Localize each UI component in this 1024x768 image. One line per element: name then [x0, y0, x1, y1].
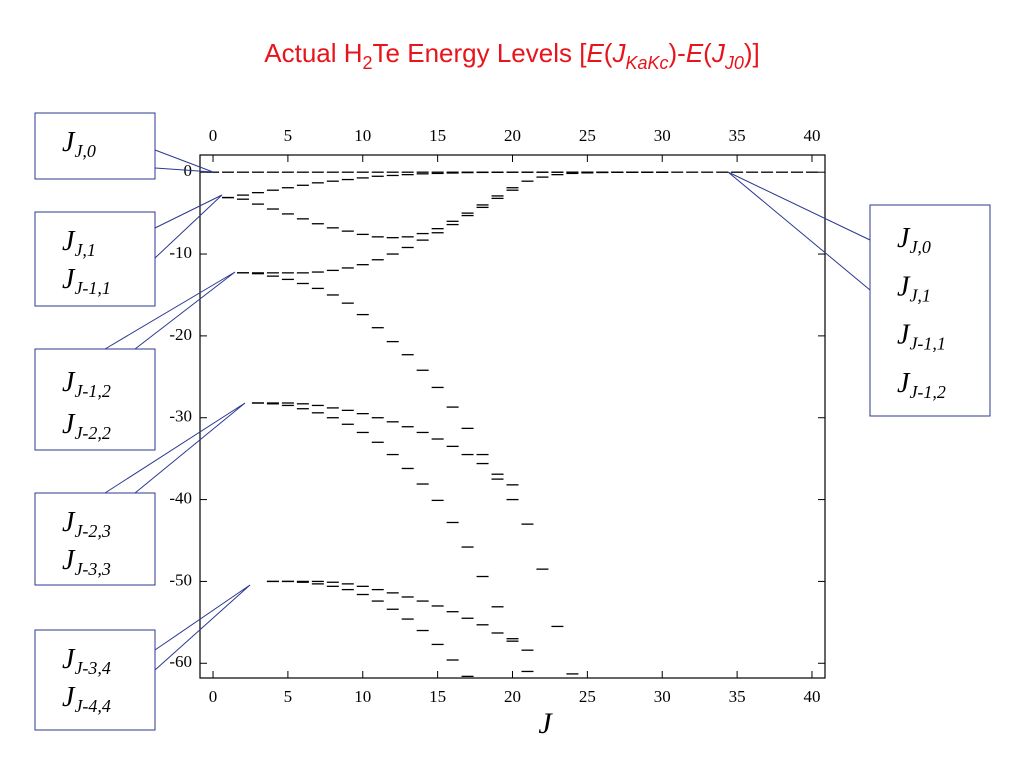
callout-sub: J-3,3 [74, 559, 110, 579]
callout-sub: J-2,3 [74, 521, 110, 541]
x-tick-label: 0 [209, 687, 218, 706]
x-tick-label-top: 30 [654, 126, 671, 145]
callout-pointer [104, 271, 236, 350]
callout-sub: J-1,2 [74, 381, 110, 401]
x-tick-label-top: 20 [504, 126, 521, 145]
chart-title: Actual H2Te Energy Levels [E(JKaKc)-E(JJ… [264, 38, 759, 73]
callout-sub: J-1,1 [909, 334, 945, 354]
title-part: Actual H [264, 38, 362, 68]
callout-main: J [62, 367, 76, 398]
y-tick-label: -30 [169, 407, 192, 426]
callout-main: J [897, 223, 911, 254]
callout-main: J [62, 545, 76, 576]
x-tick-label-top: 40 [803, 126, 820, 145]
title-part: Te Energy Levels [ [373, 38, 588, 68]
x-tick-label-top: 25 [579, 126, 596, 145]
title-part: ( [604, 38, 613, 68]
x-tick-label-top: 5 [284, 126, 293, 145]
x-tick-label-top: 10 [354, 126, 371, 145]
callout-box [869, 204, 991, 417]
callout-sub: J-4,4 [74, 696, 110, 716]
y-tick-label: -40 [169, 488, 192, 507]
x-tick-label: 10 [354, 687, 371, 706]
callout-main: J [897, 320, 911, 351]
callout-main: J [62, 264, 76, 295]
callout-box [34, 348, 156, 451]
callout-label: JJ-3,4 [62, 644, 111, 678]
callout-box [34, 112, 156, 180]
callout-box [34, 492, 156, 586]
callout-main: J [897, 271, 911, 302]
callout-main: J [62, 682, 76, 713]
callout-sub: J-3,4 [74, 658, 110, 678]
title-part: 2 [363, 53, 373, 73]
callout-sub: J-1,2 [909, 382, 945, 402]
title-part: E [586, 38, 604, 68]
y-tick-label: -60 [169, 652, 192, 671]
x-tick-label: 25 [579, 687, 596, 706]
title-part: J [611, 38, 626, 68]
callout-main: J [62, 644, 76, 675]
callout-main: J [897, 368, 911, 399]
callout-sub: J-2,2 [74, 423, 110, 443]
x-tick-label: 30 [654, 687, 671, 706]
callout-label: JJ-1,2 [897, 368, 946, 402]
callout-sub: J,0 [74, 141, 96, 161]
x-tick-label: 20 [504, 687, 521, 706]
x-tick-label-top: 15 [429, 126, 446, 145]
callout-label: JJ-2,2 [62, 409, 111, 443]
callout-label: JJ-2,3 [62, 507, 111, 541]
callout-main: J [62, 409, 76, 440]
callout-label: JJ-3,3 [62, 545, 111, 579]
x-tick-label: 40 [803, 687, 820, 706]
x-tick-label: 35 [729, 687, 746, 706]
callout-sub: J-1,1 [74, 278, 110, 298]
y-tick-label: -20 [169, 325, 192, 344]
callout-label: JJ-1,2 [62, 367, 111, 401]
callout-label: JJ,0 [62, 127, 96, 161]
callout-box [34, 211, 156, 307]
plot-frame [199, 154, 826, 679]
title-part: J0 [724, 53, 744, 73]
y-tick-label: -10 [169, 243, 192, 262]
callout-label: JJ-1,1 [897, 320, 946, 354]
x-tick-label-top: 0 [209, 126, 218, 145]
callout-label: JJ,1 [62, 226, 96, 260]
callout-sub: J,1 [74, 240, 96, 260]
callout-main: J [62, 127, 76, 158]
callout-pointer [154, 584, 251, 671]
callout-pointer [154, 149, 214, 173]
callout-main: J [62, 226, 76, 257]
title-part: J [711, 38, 726, 68]
x-axis-label: J [538, 707, 553, 740]
callout-sub: J,1 [909, 285, 931, 305]
callout-sub: J,0 [909, 237, 931, 257]
title-part: E [686, 38, 704, 68]
x-tick-label-top: 35 [729, 126, 746, 145]
callout-label: JJ,1 [897, 271, 931, 305]
x-tick-label: 5 [284, 687, 293, 706]
callout-label: JJ-4,4 [62, 682, 111, 716]
title-part: ( [703, 38, 712, 68]
title-part: )] [744, 38, 760, 68]
callout-main: J [62, 507, 76, 538]
callout-box [34, 629, 156, 731]
y-tick-label: -50 [169, 570, 192, 589]
title-part: KaKc [625, 53, 668, 73]
callout-label: JJ,0 [897, 223, 931, 257]
callout-pointer [727, 171, 871, 291]
callout-label: JJ-1,1 [62, 264, 111, 298]
callout-pointer [104, 402, 246, 494]
x-tick-label: 15 [429, 687, 446, 706]
callout-pointer [154, 194, 223, 259]
title-part: )- [668, 38, 685, 68]
